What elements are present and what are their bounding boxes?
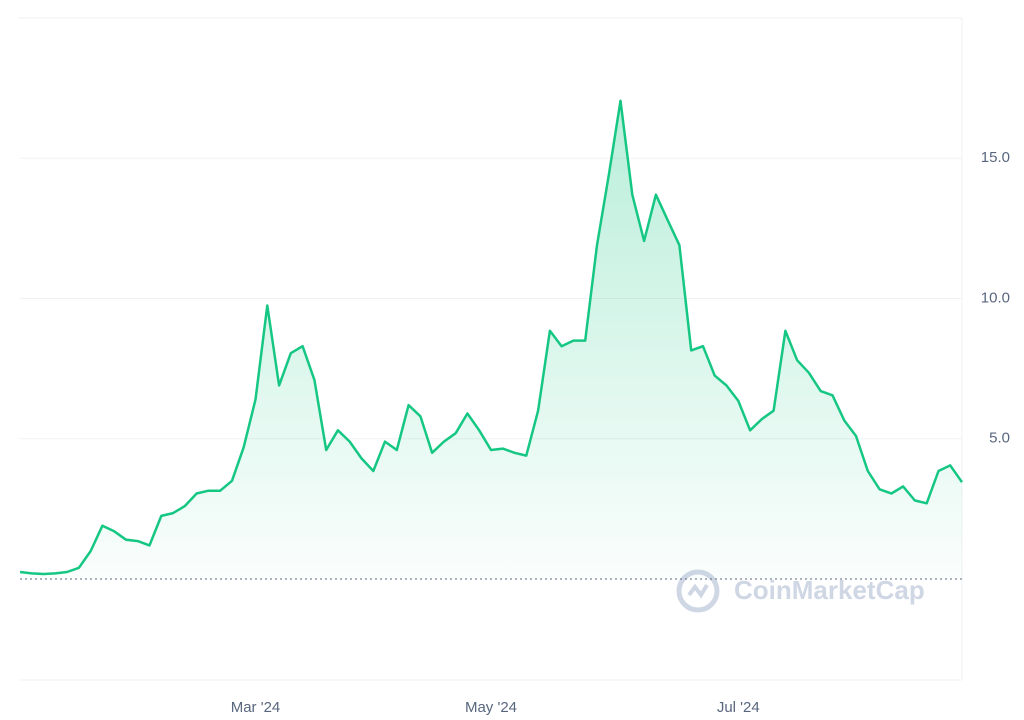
y-tick-label: 10.0 xyxy=(981,289,1010,306)
watermark: CoinMarketCap xyxy=(734,575,925,605)
area xyxy=(20,100,962,580)
price-line xyxy=(19,99,964,576)
y-tick-label: 15.0 xyxy=(981,149,1010,166)
x-tick-label: Jul '24 xyxy=(717,699,760,716)
y-tick-label: 5.0 xyxy=(989,430,1010,447)
x-tick-label: May '24 xyxy=(465,699,517,716)
x-tick-label: Mar '24 xyxy=(231,699,281,716)
